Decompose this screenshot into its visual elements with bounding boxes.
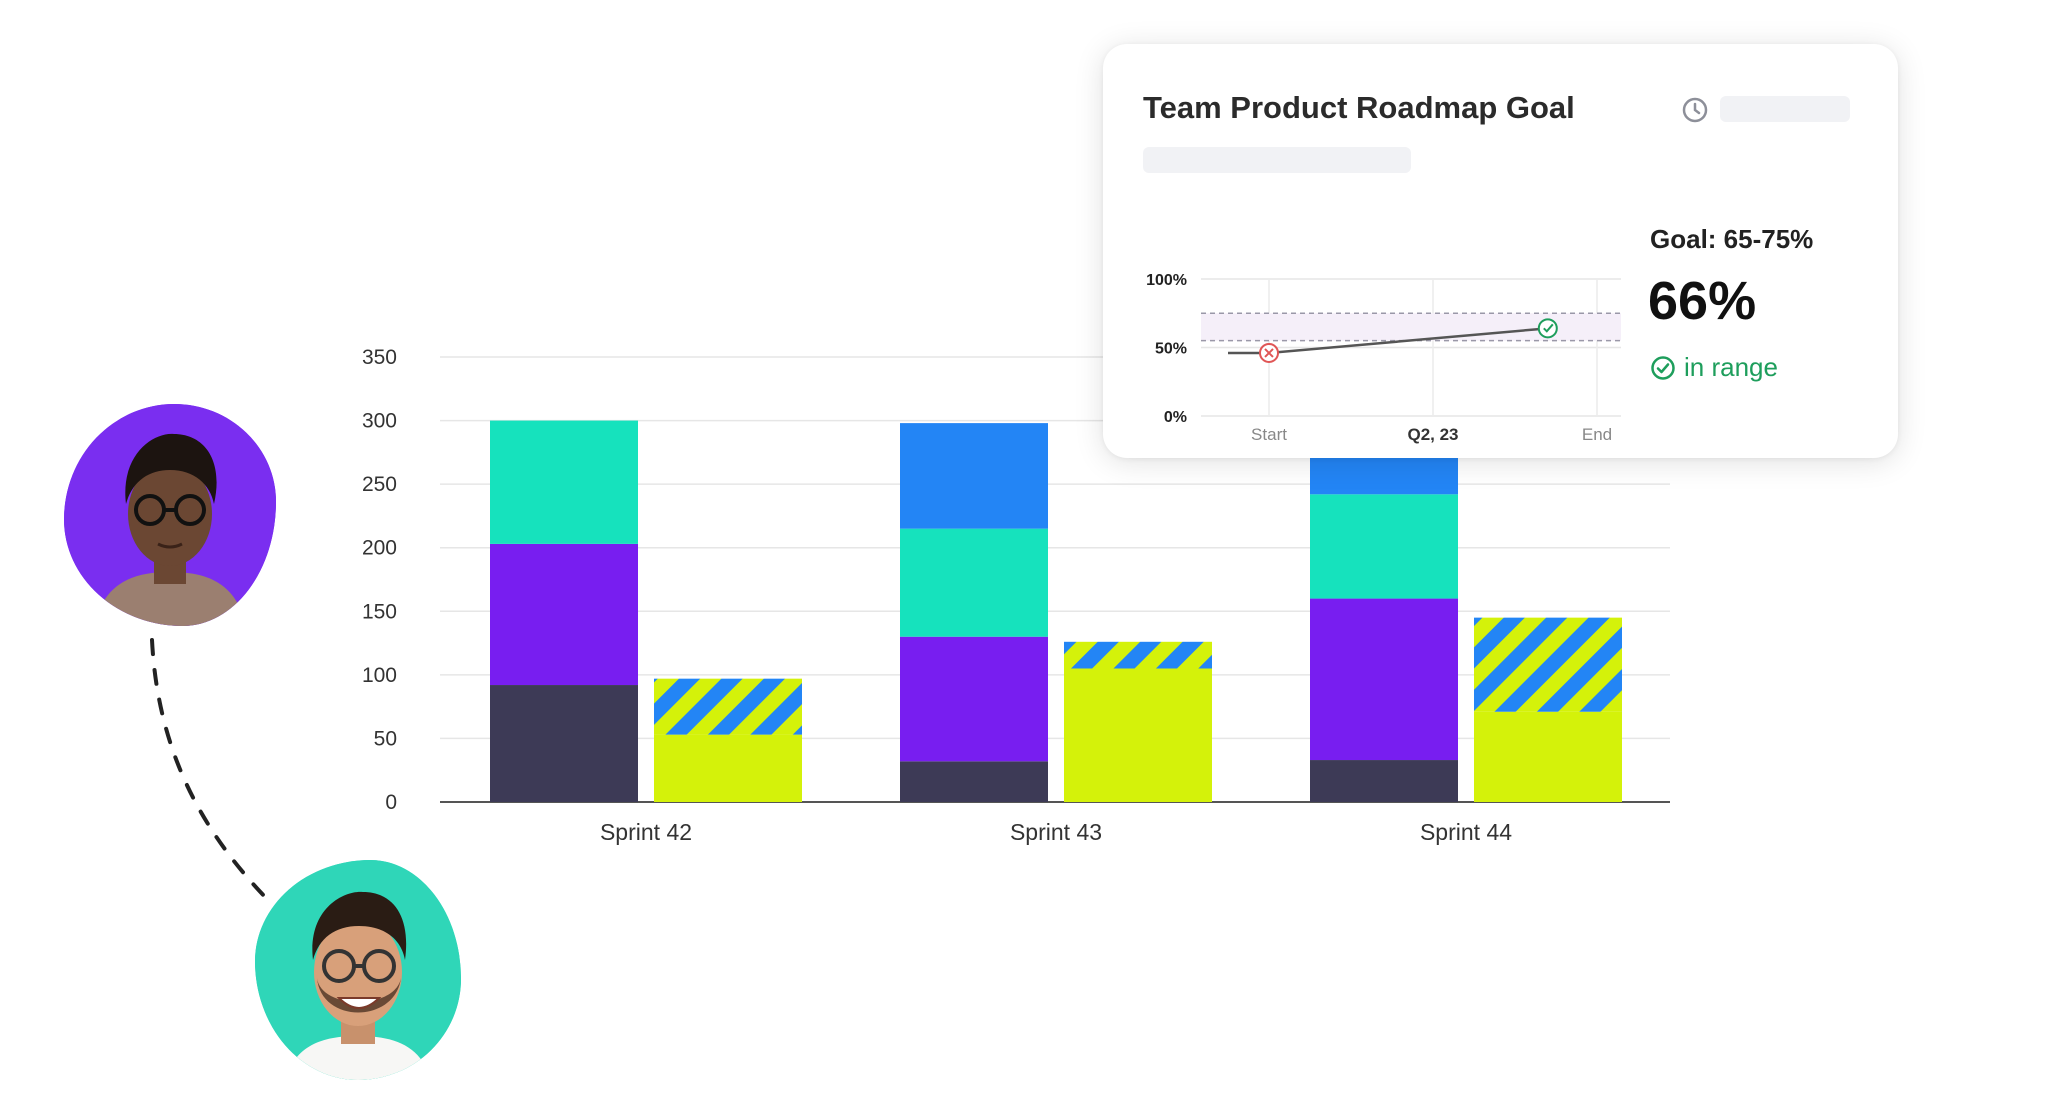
mini-x-tick-label: Q2, 23 bbox=[1407, 425, 1458, 444]
bar-segment-striped bbox=[1474, 617, 1622, 712]
x-tick-label: Sprint 43 bbox=[1010, 819, 1102, 845]
y-tick-label: 50 bbox=[374, 727, 397, 750]
y-tick-label: 200 bbox=[362, 537, 397, 560]
bar-segment bbox=[1474, 711, 1622, 802]
bar-segment bbox=[900, 423, 1048, 529]
bar-segment bbox=[490, 685, 638, 802]
clock-icon bbox=[1682, 97, 1708, 123]
mini-y-tick-label: 100% bbox=[1146, 272, 1187, 289]
bar-segment bbox=[1310, 760, 1458, 802]
goal-card: Team Product Roadmap Goal 0% 50% 100% Start… bbox=[1103, 44, 1898, 458]
bar-segment bbox=[900, 528, 1048, 637]
bar-segment bbox=[900, 636, 1048, 762]
y-tick-label: 0 bbox=[385, 791, 397, 814]
mini-y-tick-label: 0% bbox=[1164, 409, 1187, 426]
bar-segment bbox=[1310, 598, 1458, 761]
y-tick-label: 250 bbox=[362, 473, 397, 496]
mini-x-tick-label: Start bbox=[1251, 425, 1287, 444]
bar-segment bbox=[900, 761, 1048, 802]
man-avatar bbox=[255, 860, 461, 1080]
goal-range: Goal: 65-75% bbox=[1650, 224, 1814, 254]
woman-avatar bbox=[64, 404, 276, 626]
bar-segment-striped bbox=[1064, 641, 1212, 669]
check-circle-icon bbox=[1651, 355, 1675, 380]
bar-segment bbox=[1064, 668, 1212, 802]
ok-marker-icon bbox=[1543, 323, 1554, 333]
date-placeholder bbox=[1720, 96, 1850, 122]
fail-marker-icon bbox=[1264, 348, 1274, 358]
y-tick-label: 100 bbox=[362, 664, 397, 687]
goal-progress-chart: 0% 50% 100% Start Q2, 23 End bbox=[1146, 272, 1621, 444]
ok-marker-icon bbox=[1537, 318, 1558, 339]
mini-x-tick-label: End bbox=[1582, 425, 1612, 444]
mini-y-tick-label: 50% bbox=[1155, 341, 1187, 358]
subtitle-placeholder bbox=[1143, 147, 1411, 173]
goal-status: in range bbox=[1650, 352, 1778, 383]
x-tick-label: Sprint 44 bbox=[1420, 819, 1512, 845]
goal-status-label: in range bbox=[1684, 352, 1778, 382]
y-tick-label: 300 bbox=[362, 410, 397, 433]
bar-segment bbox=[490, 543, 638, 686]
y-tick-label: 350 bbox=[362, 346, 397, 369]
x-tick-label: Sprint 42 bbox=[600, 819, 692, 845]
bar-segment bbox=[654, 734, 802, 802]
bar-segment bbox=[490, 420, 638, 544]
bar-segment-striped bbox=[654, 678, 802, 735]
bar-segment bbox=[1310, 494, 1458, 599]
goal-band bbox=[1201, 313, 1621, 341]
y-tick-label: 150 bbox=[362, 600, 397, 623]
goal-title: Team Product Roadmap Goal bbox=[1143, 90, 1575, 125]
goal-value: 66% bbox=[1648, 271, 1757, 331]
